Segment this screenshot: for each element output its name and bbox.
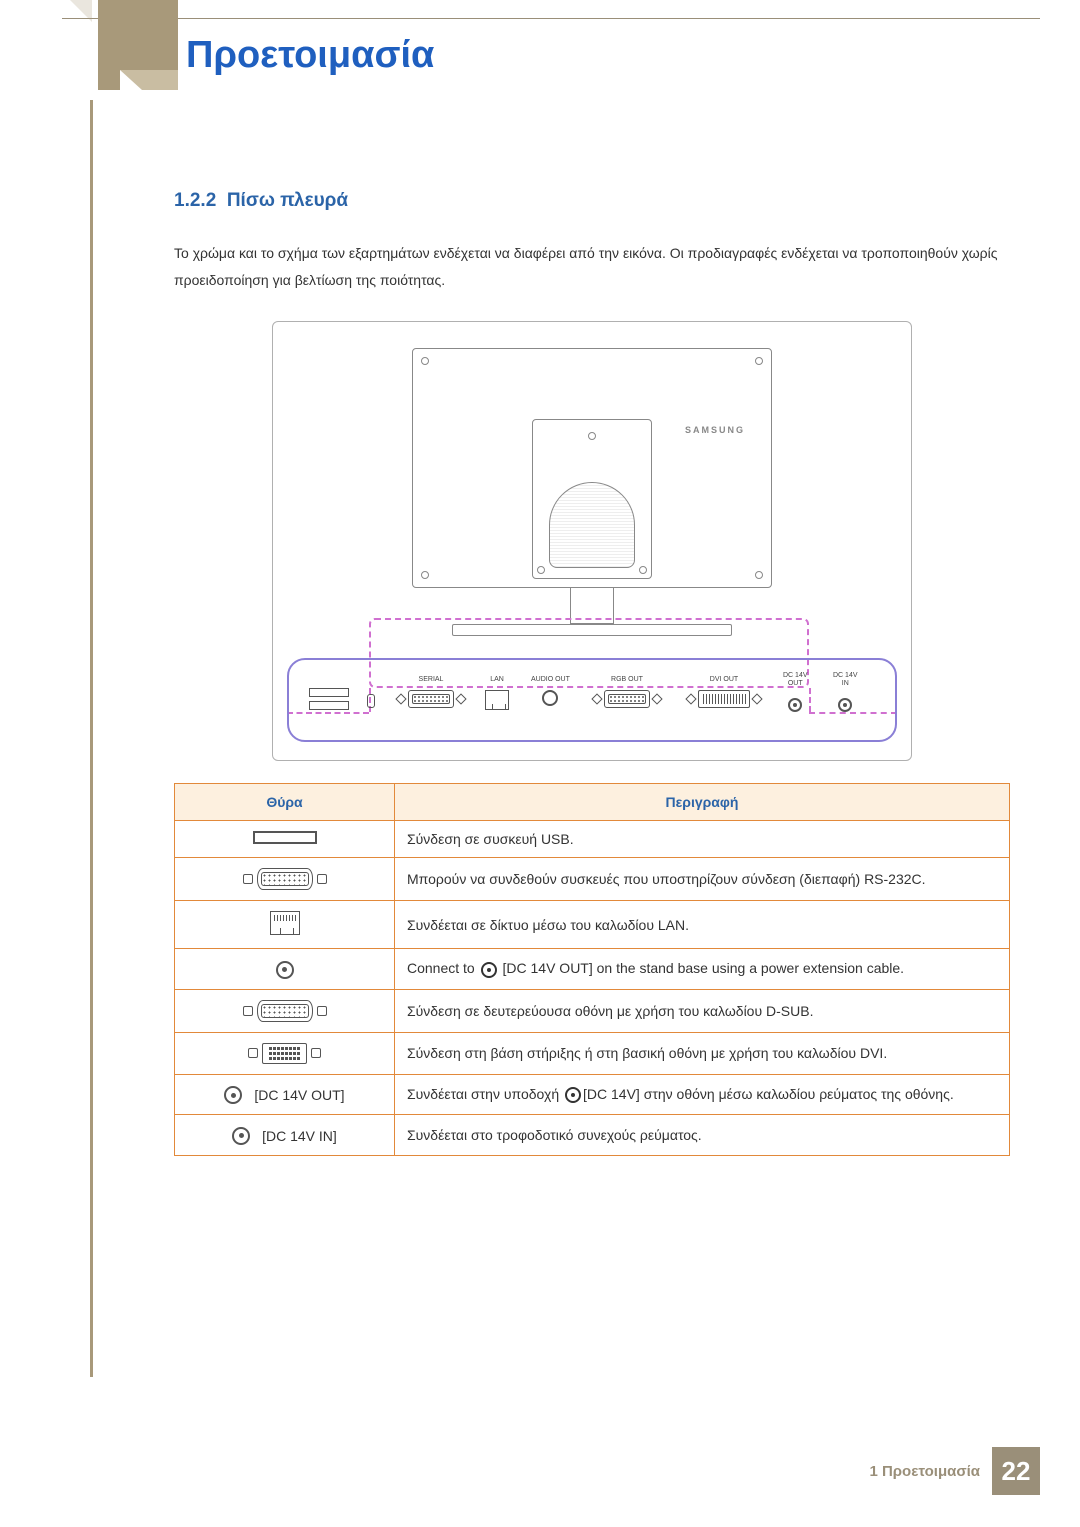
screw-icon bbox=[537, 566, 545, 574]
dcjack-icon bbox=[232, 1127, 250, 1145]
lan-port: LAN bbox=[485, 676, 509, 710]
screw-icon bbox=[755, 357, 763, 365]
port-desc: Συνδέεται στην υποδοχή [DC 14V] στην οθό… bbox=[395, 1074, 1010, 1115]
rgb-out-port: RGB OUT bbox=[593, 676, 661, 708]
port-desc: Σύνδεση στη βάση στήριξης ή στη βασική ο… bbox=[395, 1032, 1010, 1074]
serial-port: SERIAL bbox=[397, 676, 465, 708]
section-title: Πίσω πλευρά bbox=[227, 190, 348, 211]
screw-icon bbox=[421, 571, 429, 579]
table-row: Connect to [DC 14V OUT] on the stand bas… bbox=[175, 949, 1010, 990]
stand-base bbox=[452, 624, 732, 636]
table-row: [DC 14V IN] Συνδέεται στο τροφοδοτικό συ… bbox=[175, 1115, 1010, 1156]
footer-chapter: 1 Προετοιμασία bbox=[869, 1463, 980, 1480]
col-header-port: Θύρα bbox=[175, 784, 395, 821]
screw-icon bbox=[755, 571, 763, 579]
dcjack-icon bbox=[224, 1086, 242, 1104]
stand-neck bbox=[570, 588, 614, 624]
table-row: Σύνδεση σε συσκευή USB. bbox=[175, 821, 1010, 858]
section-intro: Το χρώμα και το σχήμα των εξαρτημάτων εν… bbox=[174, 240, 1010, 293]
usb-icon bbox=[253, 831, 317, 844]
page-number: 22 bbox=[992, 1447, 1040, 1495]
screw-icon bbox=[421, 357, 429, 365]
dcjack-icon bbox=[276, 961, 294, 979]
port-desc: Σύνδεση σε δευτερεύουσα οθόνη με χρήση τ… bbox=[395, 989, 1010, 1032]
port-desc: Σύνδεση σε συσκευή USB. bbox=[395, 821, 1010, 858]
dvi-icon bbox=[248, 1043, 321, 1064]
table-row: Σύνδεση σε δευτερεύουσα οθόνη με χρήση τ… bbox=[175, 989, 1010, 1032]
page-title: Προετοιμασία bbox=[186, 34, 434, 77]
serial-icon bbox=[243, 868, 327, 890]
port-desc: Μπορούν να συνδεθούν συσκευές που υποστη… bbox=[395, 858, 1010, 901]
table-row: Συνδέεται σε δίκτυο μέσω του καλωδίου LA… bbox=[175, 901, 1010, 949]
dvi-out-port: DVI OUT bbox=[687, 676, 761, 708]
monitor-back: SAMSUNG bbox=[412, 348, 772, 588]
table-row: Σύνδεση στη βάση στήριξης ή στη βασική ο… bbox=[175, 1032, 1010, 1074]
stand-mount-panel bbox=[532, 419, 652, 579]
dc-in-port: DC 14V IN bbox=[833, 672, 858, 711]
port-label-cell: [DC 14V IN] bbox=[175, 1115, 395, 1156]
footer: 1 Προετοιμασία 22 bbox=[869, 1447, 1040, 1495]
ports-table-body: Σύνδεση σε συσκευή USB. Μπορούν να συνδε… bbox=[175, 821, 1010, 1156]
ports-panel: SERIAL LAN AUDIO OUT RGB OUT DVI OUT DC … bbox=[287, 658, 897, 742]
kensington-lock-icon bbox=[367, 694, 375, 708]
mount-hole-icon bbox=[588, 432, 596, 440]
cable-cover-icon bbox=[549, 482, 635, 568]
port-label-cell: [DC 14V OUT] bbox=[175, 1074, 395, 1115]
usb-ports bbox=[309, 688, 349, 714]
dc-out-port: DC 14V OUT bbox=[783, 672, 808, 711]
port-desc: Συνδέεται σε δίκτυο μέσω του καλωδίου LA… bbox=[395, 901, 1010, 949]
ports-table: Θύρα Περιγραφή Σύνδεση σε συσκευή USB. Μ… bbox=[174, 783, 1010, 1156]
header-rule bbox=[62, 18, 1040, 21]
chapter-mark-icon bbox=[98, 0, 178, 90]
port-desc: Connect to [DC 14V OUT] on the stand bas… bbox=[395, 949, 1010, 990]
screw-icon bbox=[639, 566, 647, 574]
col-header-desc: Περιγραφή bbox=[395, 784, 1010, 821]
rear-diagram: SAMSUNG SERIAL LAN bbox=[272, 321, 912, 761]
table-row: [DC 14V OUT] Συνδέεται στην υποδοχή [DC … bbox=[175, 1074, 1010, 1115]
brand-label: SAMSUNG bbox=[685, 425, 745, 435]
section-heading: 1.2.2 Πίσω πλευρά bbox=[174, 190, 1010, 212]
corner-triangle-icon bbox=[70, 0, 92, 22]
lan-icon bbox=[270, 911, 300, 935]
side-accent-bar bbox=[90, 100, 93, 1377]
table-row: Μπορούν να συνδεθούν συσκευές που υποστη… bbox=[175, 858, 1010, 901]
audio-out-port: AUDIO OUT bbox=[531, 676, 570, 706]
dc-inline-icon bbox=[481, 962, 497, 978]
section-number: 1.2.2 bbox=[174, 190, 216, 211]
dsub-icon bbox=[243, 1000, 327, 1022]
port-desc: Συνδέεται στο τροφοδοτικό συνεχούς ρεύμα… bbox=[395, 1115, 1010, 1156]
dc-inline-icon bbox=[565, 1087, 581, 1103]
